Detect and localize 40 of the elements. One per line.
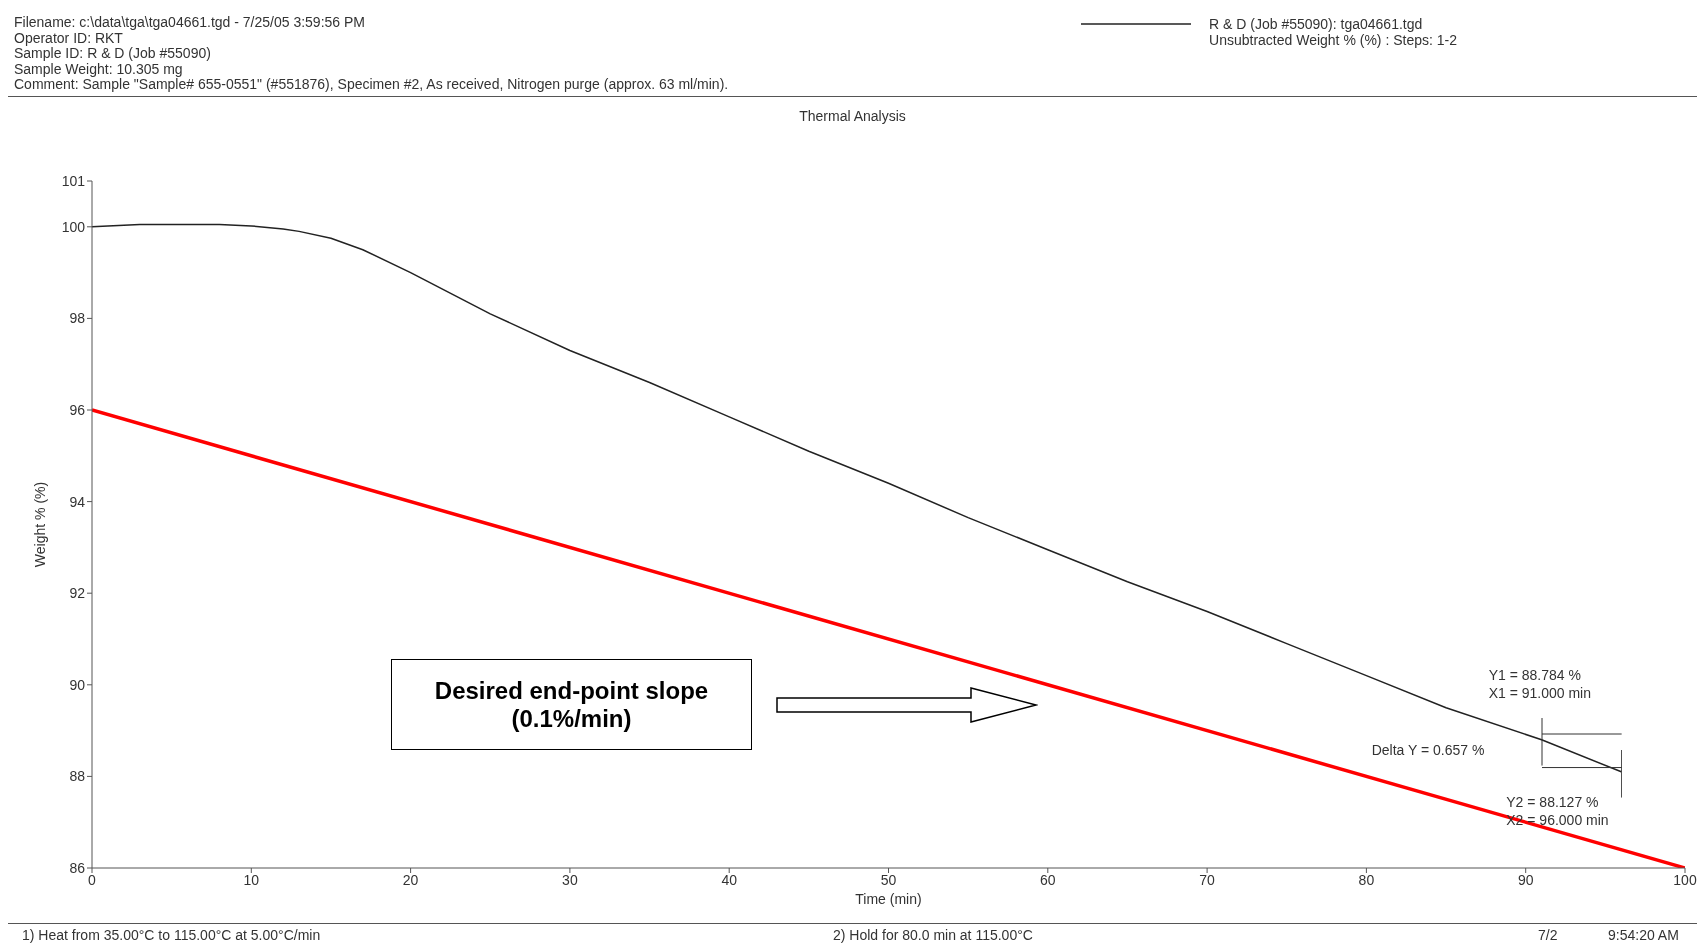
text: Operator ID: RKT — [14, 29, 123, 46]
x-tick-label: 10 — [243, 871, 260, 888]
x-tick-label: 0 — [88, 871, 97, 888]
line-series — [92, 223, 1623, 773]
x-tick-label: 60 — [1040, 871, 1056, 888]
y-tick-label: 88 — [69, 768, 86, 785]
text: Sample Weight: 10.305 mg — [14, 60, 183, 77]
y-axis-title: Weight % (%) — [31, 481, 48, 568]
x-tick-label: 100 — [1673, 871, 1697, 888]
y-tick-label: 86 — [69, 859, 86, 876]
annotation: Delta Y = 0.657 % — [1371, 741, 1485, 758]
text: Filename: c:\data\tga\tga04661.tgd - 7/25/05 3:59:56 PM — [14, 14, 366, 30]
y-tick-label: 98 — [69, 310, 86, 327]
y-tick-label: 94 — [69, 493, 86, 510]
x-axis-title: Time (min) — [855, 891, 922, 907]
x-tick-label: 20 — [402, 871, 419, 888]
text: Comment: Sample "Sample# 655-0551" (#551876), Specimen #2, As received, Nitrogen purge (approx. 63 ml/min). — [14, 76, 729, 92]
x-tick-label: 80 — [1358, 871, 1375, 888]
x-tick-label: 40 — [721, 871, 738, 888]
x-tick-label: 90 — [1517, 871, 1534, 888]
y-tick-label: 92 — [69, 585, 86, 602]
text: 9:54:20 AM — [1608, 927, 1679, 943]
callout-box: Desired end-point slope (0.1%/min) — [391, 659, 752, 750]
annotation: Y1 = 88.784 % — [1488, 665, 1582, 684]
text: R & D (Job #55090): tga04661.tgd — [1209, 16, 1423, 32]
x-tick-label: 50 — [880, 871, 897, 888]
annotation: Y2 = 88.127 % — [1506, 793, 1600, 812]
text: Sample ID: R & D (Job #55090) — [14, 45, 211, 61]
text: 7/2 — [1538, 927, 1558, 943]
y-tick-label: 101 — [61, 172, 86, 189]
y-tick-label: 90 — [69, 676, 86, 693]
y-tick-label: 96 — [69, 401, 86, 418]
x-tick-label: 30 — [562, 871, 578, 888]
text: 1) Heat from 35.00°C to 115.00°C at 5.00°C/min — [22, 927, 321, 943]
y-tick-label: 100 — [61, 218, 86, 235]
x-tick-label: 70 — [1199, 871, 1216, 888]
text: Unsubtracted Weight % (%) : Steps: 1-2 — [1209, 32, 1457, 48]
chart-title: Thermal Analysis — [798, 108, 907, 124]
annotation: X1 = 91.000 min — [1488, 683, 1591, 702]
text: 2) Hold for 80.0 min at 115.00°C — [833, 927, 1033, 943]
